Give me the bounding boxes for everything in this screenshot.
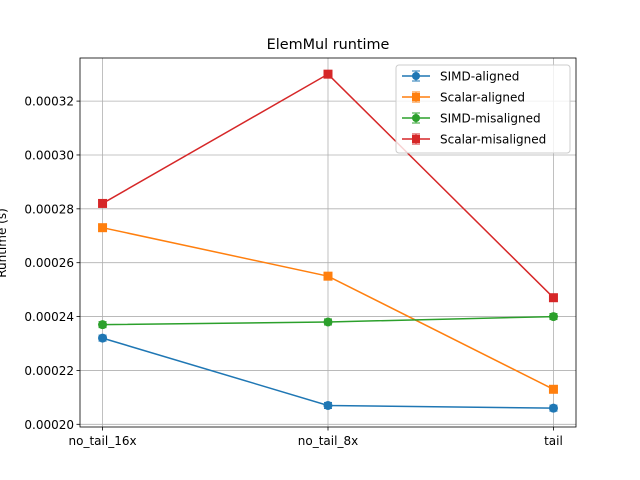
series-scalar-misaligned (98, 69, 558, 303)
data-point (323, 271, 333, 281)
y-axis-label: Runtime (s) (0, 208, 9, 278)
legend-label: Scalar-misaligned (440, 133, 546, 147)
legend-marker (412, 93, 420, 101)
legend-label: SIMD-aligned (440, 70, 519, 84)
x-tick-label: tail (544, 434, 563, 448)
data-point (98, 198, 108, 208)
data-point (548, 403, 558, 413)
data-point (98, 320, 108, 330)
y-tick-label: 0.00030 (24, 148, 74, 162)
data-point (98, 223, 108, 233)
data-point (548, 384, 558, 394)
data-point (323, 400, 333, 410)
plot-area: no_tail_16x no_tail_8x tail 0.00020 0.00022 0… (24, 57, 577, 448)
x-tick-label: no_tail_8x (298, 434, 358, 448)
data-point (98, 333, 108, 343)
y-tick-label: 0.00026 (24, 256, 74, 270)
legend-label: Scalar-aligned (440, 91, 525, 105)
y-tick-label: 0.00022 (24, 364, 74, 378)
y-tick-label: 0.00020 (24, 418, 74, 432)
series-simd-aligned (98, 333, 558, 413)
data-point (548, 293, 558, 303)
y-tick-label: 0.00024 (24, 310, 74, 324)
y-tick-label: 0.00032 (24, 95, 74, 109)
x-tick-label: no_tail_16x (69, 434, 137, 448)
data-point (323, 317, 333, 327)
legend-marker (412, 114, 420, 122)
series-simd-misaligned (98, 312, 558, 330)
data-point (548, 312, 558, 322)
y-tick-label: 0.00028 (24, 202, 74, 216)
data-point (323, 69, 333, 79)
series-scalar-aligned (98, 223, 558, 394)
legend-box (395, 64, 571, 154)
chart-title: ElemMul runtime (267, 37, 390, 53)
legend-marker (412, 72, 420, 80)
legend-marker (412, 135, 420, 143)
legend-label: SIMD-misaligned (440, 112, 541, 126)
legend: SIMD-aligned Scalar-aligned SIMD-misaligne… (395, 64, 571, 154)
